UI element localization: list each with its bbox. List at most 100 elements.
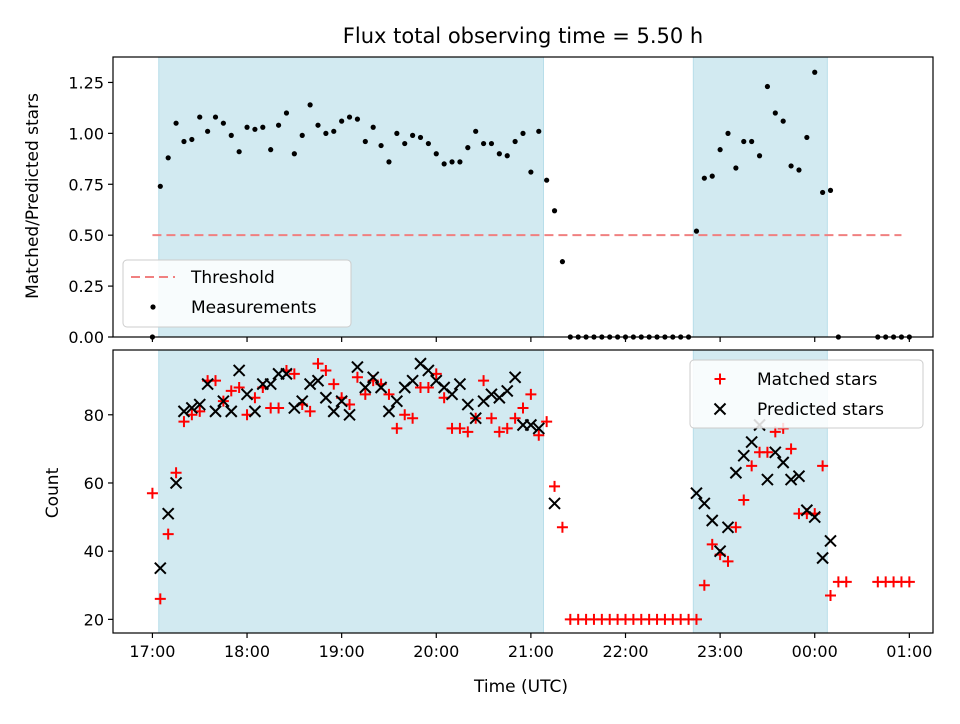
data-point xyxy=(181,138,187,145)
data-point xyxy=(548,497,561,510)
data-point xyxy=(288,368,300,380)
data-point xyxy=(462,426,474,438)
bottom-legend: Matched stars Predicted stars xyxy=(689,359,924,429)
legend-predicted-swatch xyxy=(713,402,727,416)
data-point xyxy=(422,364,435,377)
data-point xyxy=(291,151,297,157)
legend-label: Threshold xyxy=(190,268,275,288)
data-point xyxy=(520,130,526,136)
legend-matched-swatch xyxy=(714,373,726,385)
data-point xyxy=(544,177,550,183)
x-tick-label: 17:00 xyxy=(129,642,175,661)
data-point xyxy=(840,576,852,588)
bottom-y-tick-label: 40 xyxy=(84,542,104,561)
data-point xyxy=(346,114,353,120)
data-point xyxy=(512,138,518,145)
data-point xyxy=(465,145,471,151)
data-point xyxy=(746,460,758,472)
data-point xyxy=(488,140,495,147)
data-point xyxy=(228,132,234,138)
data-point xyxy=(410,132,416,138)
bottom-panel: 20 40 60 80 17:00 18:00 19:00 20:00 21:00 22:00 23… xyxy=(84,349,934,661)
data-point xyxy=(394,130,400,136)
data-point xyxy=(796,167,802,173)
data-point xyxy=(461,398,475,411)
data-point xyxy=(785,443,797,455)
bottom-axes-frame xyxy=(112,349,934,634)
data-point xyxy=(473,128,479,134)
data-point xyxy=(761,473,774,486)
data-point xyxy=(501,422,513,434)
data-point xyxy=(354,116,361,122)
data-point xyxy=(709,173,715,179)
data-point xyxy=(315,122,321,128)
data-point xyxy=(737,449,750,462)
bottom-series-2 xyxy=(154,357,837,575)
data-point xyxy=(717,147,723,153)
x-tick-label: 20:00 xyxy=(413,642,459,661)
data-point xyxy=(331,128,337,134)
data-point xyxy=(496,151,502,157)
data-point xyxy=(903,576,915,588)
data-point xyxy=(788,163,794,169)
data-point xyxy=(772,110,778,116)
top-y-tick-label: 1.25 xyxy=(68,73,104,92)
data-point xyxy=(178,416,190,428)
data-point xyxy=(335,394,348,408)
data-point xyxy=(504,153,510,159)
data-point xyxy=(706,538,718,550)
bottom-legend-box xyxy=(689,359,924,429)
data-point xyxy=(501,384,514,398)
top-axes-frame xyxy=(112,56,934,338)
data-point xyxy=(402,140,408,147)
data-point xyxy=(359,381,372,394)
data-point xyxy=(808,510,821,524)
data-point xyxy=(690,613,702,625)
legend-measurements-swatch xyxy=(150,304,156,310)
data-point xyxy=(252,126,258,132)
data-point xyxy=(698,579,710,591)
x-tick-label: 18:00 xyxy=(224,642,270,661)
data-point xyxy=(169,476,183,490)
data-point xyxy=(532,422,545,435)
data-point xyxy=(399,409,411,421)
data-point xyxy=(154,562,167,575)
data-point xyxy=(311,374,325,387)
data-point xyxy=(225,385,237,397)
data-point xyxy=(524,418,538,432)
data-point xyxy=(193,398,206,411)
data-point xyxy=(264,377,277,391)
data-point xyxy=(817,460,829,472)
data-point xyxy=(738,494,750,506)
data-point xyxy=(453,377,467,391)
data-point xyxy=(197,114,203,120)
legend-label: Measurements xyxy=(191,298,317,318)
data-point xyxy=(244,124,250,130)
data-point xyxy=(362,138,368,145)
data-point xyxy=(374,381,388,394)
top-y-tick-label: 0.00 xyxy=(68,328,104,347)
data-point xyxy=(485,412,497,424)
data-point xyxy=(441,161,447,167)
data-point xyxy=(780,118,786,124)
data-point xyxy=(693,228,700,234)
top-y-tick-label: 1.00 xyxy=(68,124,104,143)
data-point xyxy=(478,375,490,387)
data-point xyxy=(205,128,211,134)
data-point xyxy=(366,371,380,384)
data-point xyxy=(756,153,763,159)
data-point xyxy=(559,259,566,265)
data-point xyxy=(422,382,434,394)
data-point xyxy=(812,69,818,75)
data-point xyxy=(454,422,466,434)
data-point xyxy=(328,378,340,390)
bottom-y-axis-label: Count xyxy=(43,467,63,518)
data-point xyxy=(161,507,175,520)
data-point xyxy=(378,142,384,149)
data-point xyxy=(508,371,522,384)
data-point xyxy=(209,405,222,418)
data-point xyxy=(722,555,734,567)
x-tick-label: 01:00 xyxy=(886,642,932,661)
top-legend-box xyxy=(122,259,352,328)
data-point xyxy=(407,412,419,424)
